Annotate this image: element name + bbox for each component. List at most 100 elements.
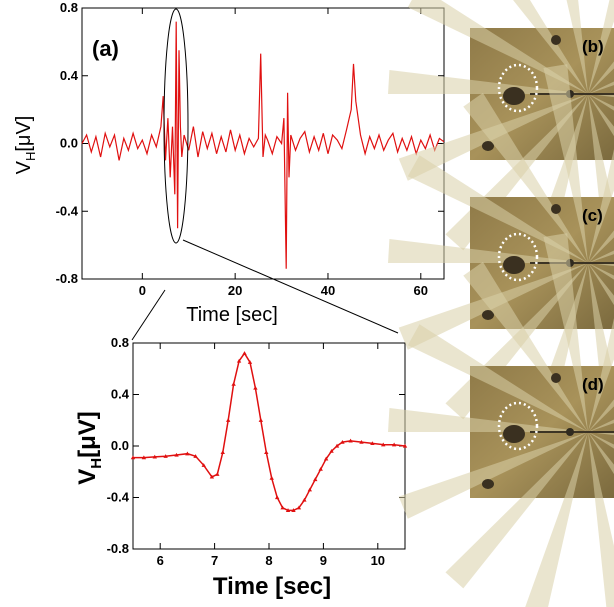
chart-zoom-ylabel-unit: [μV] [74,411,101,458]
chart-zoom-frame [132,342,406,550]
x-tick-label: 7 [211,553,218,568]
x-tick-label: 9 [320,553,327,568]
electrode-stripe [588,250,614,263]
zoom-connector-right [182,239,399,334]
data-point-marker [253,385,258,390]
data-point-marker [242,351,247,355]
data-point-marker [215,472,220,476]
highlight-circle [497,63,539,113]
chart-zoom-ylabel-sub: H [88,458,105,469]
data-point-marker [318,466,323,471]
data-point-marker [231,382,236,386]
data-point-marker [209,474,215,479]
data-point-marker [174,452,179,457]
data-point-marker [258,418,264,422]
data-point-marker [340,439,345,444]
electrode-stripe [566,0,588,94]
particle [482,310,494,320]
electrode-stripe [525,432,588,607]
data-point-marker [280,505,285,510]
data-point-marker [163,454,168,458]
electrode-stripe [588,399,614,432]
chart-a: 0 20 40 600.80.40.0-0.4-0.8 (a) Time [sec] … [13,0,445,326]
photo-label: (d) [582,375,604,394]
data-point-marker [285,508,291,512]
chart-zoom-series-line [133,351,406,512]
y-tick-label: 0.8 [60,0,78,15]
chart-a-series-line [81,21,445,269]
data-point-marker [220,450,225,455]
particle [482,141,494,151]
x-tick-label: 40 [321,283,335,298]
dark-spot [566,428,574,436]
chart-zoom-markers [130,351,408,512]
data-point-marker [296,505,302,510]
chart-zoom-ylabel-main: V [74,469,101,485]
data-point-marker [201,463,206,467]
chart-a-ylabel-main: V [13,160,35,174]
particle [482,479,494,489]
data-point-marker [329,448,334,453]
electrode-stripe [588,230,614,263]
electrode-stripe [588,61,614,94]
x-tick-label: 0 [139,283,146,298]
electrode-stripe [588,263,614,280]
data-point-marker [193,454,198,458]
y-tick-label: -0.8 [56,271,78,286]
electrode-stripe [407,324,588,432]
electrode-stripe [463,92,588,263]
particle [503,87,525,105]
data-point-marker [236,358,242,363]
particle [551,373,561,383]
zoom-connector-left [131,289,166,341]
chart-zoom-ticks: 6 7 8 9 10 0.8 0.4 0.0 -0.4 -0.8 [107,335,405,568]
y-tick-label: -0.4 [56,203,79,218]
y-tick-label: 0.4 [111,387,130,402]
chart-zoom-xlabel: Time [sec] [213,573,331,600]
chart-a-ylabel-sub: H [23,152,38,161]
electrode-stripe [588,81,614,94]
electrode-stripe [398,432,588,519]
data-point-marker [302,497,307,502]
electrode-stripe [588,432,614,607]
electrode-stripe [588,0,614,94]
y-tick-label: 0.4 [60,68,79,83]
particle [503,425,525,443]
data-point-marker [381,442,386,447]
data-point-marker [370,441,375,446]
x-tick-label: 60 [414,283,428,298]
y-tick-label: 0.0 [111,438,129,453]
chart-zoom: 6 7 8 9 10 0.8 0.4 0.0 -0.4 -0.8 Time [sec] VH[μV… [74,335,408,600]
electrode-stripe [445,432,588,589]
data-point-marker [402,443,408,448]
particle [503,256,525,274]
data-point-marker [313,477,318,482]
electrode-stripe [407,155,588,263]
electrode-stripe [588,432,614,449]
chart-a-ylabel: VH[μV] [13,116,38,175]
data-point-marker [323,456,329,461]
x-tick-label: 20 [228,283,242,298]
particle [551,35,561,45]
x-tick-label: 10 [371,553,385,568]
x-tick-label: 6 [157,553,164,568]
y-tick-label: 0.0 [60,136,78,151]
electrode-stripe [407,0,588,94]
highlight-circle [497,232,539,282]
data-point-marker [264,450,269,455]
electrode-stripe [588,419,614,432]
data-point-marker [152,454,157,459]
photo-panel-2: (d) [388,233,614,607]
electrode-stripe [463,261,588,432]
data-point-marker [391,442,397,447]
electrode-stripe [543,233,588,432]
data-point-marker [185,451,190,456]
data-point-marker [359,439,364,444]
photo-label: (c) [582,206,603,225]
data-point-marker [141,455,147,460]
chart-a-panel-label: (a) [92,36,119,61]
data-point-marker [291,508,296,512]
chart-a-ylabel-unit: [μV] [13,116,35,152]
chart-a-xlabel: Time [sec] [186,304,278,326]
